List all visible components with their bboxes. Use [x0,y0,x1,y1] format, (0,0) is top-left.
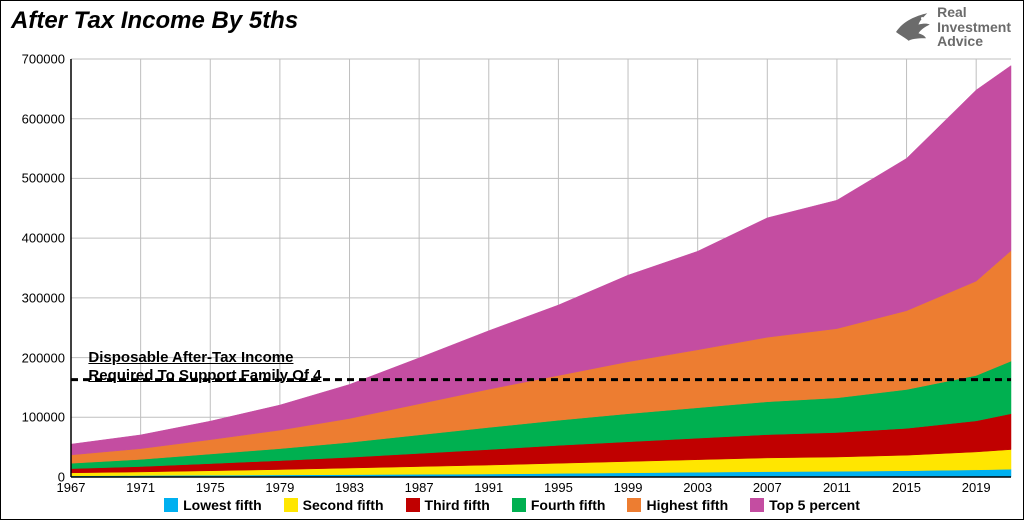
legend-item: Fourth fifth [512,497,606,513]
y-tick-label: 100000 [22,410,71,425]
legend-swatch [750,498,764,512]
legend-swatch [164,498,178,512]
chart-container: After Tax Income By 5ths Real Investment… [1,1,1023,519]
x-tick-label: 1967 [57,477,86,495]
y-tick-label: 500000 [22,171,71,186]
legend-label: Third fifth [425,497,490,513]
x-tick-label: 1995 [544,477,573,495]
legend: Lowest fifth Second fifth Third fifth Fourt… [1,497,1023,513]
logo-line3: Advice [937,34,1011,49]
brand-logo: Real Investment Advice [891,5,1011,49]
legend-label: Top 5 percent [769,497,860,513]
x-tick-label: 1979 [265,477,294,495]
y-tick-label: 200000 [22,350,71,365]
x-tick-label: 2019 [962,477,991,495]
annotation-line2: Required To Support Family Of 4 [88,367,321,385]
x-tick-label: 2011 [823,477,851,495]
x-tick-label: 2003 [683,477,712,495]
x-tick-label: 1991 [474,477,503,495]
x-tick-label: 1971 [126,477,155,495]
legend-swatch [627,498,641,512]
x-tick-label: 1987 [405,477,434,495]
chart-svg [71,59,1011,477]
logo-line2: Investment [937,20,1011,35]
logo-line1: Real [937,5,1011,20]
eagle-icon [891,7,931,47]
x-tick-label: 1999 [614,477,643,495]
legend-item: Highest fifth [627,497,728,513]
legend-item: Lowest fifth [164,497,262,513]
plot-area: Disposable After-Tax Income Required To … [71,59,1011,477]
y-tick-label: 600000 [22,111,71,126]
x-tick-label: 2007 [753,477,782,495]
legend-item: Third fifth [406,497,490,513]
legend-swatch [284,498,298,512]
legend-label: Highest fifth [646,497,728,513]
x-tick-label: 1975 [196,477,225,495]
y-tick-label: 700000 [22,52,71,67]
legend-swatch [512,498,526,512]
legend-item: Top 5 percent [750,497,860,513]
x-tick-label: 1983 [335,477,364,495]
y-tick-label: 300000 [22,290,71,305]
legend-label: Fourth fifth [531,497,606,513]
chart-title: After Tax Income By 5ths [11,7,298,35]
y-tick-label: 400000 [22,231,71,246]
x-tick-label: 2015 [892,477,921,495]
legend-item: Second fifth [284,497,384,513]
legend-swatch [406,498,420,512]
annotation-text: Disposable After-Tax Income Required To … [88,349,321,385]
annotation-line1: Disposable After-Tax Income [88,349,321,367]
legend-label: Lowest fifth [183,497,262,513]
legend-label: Second fifth [303,497,384,513]
